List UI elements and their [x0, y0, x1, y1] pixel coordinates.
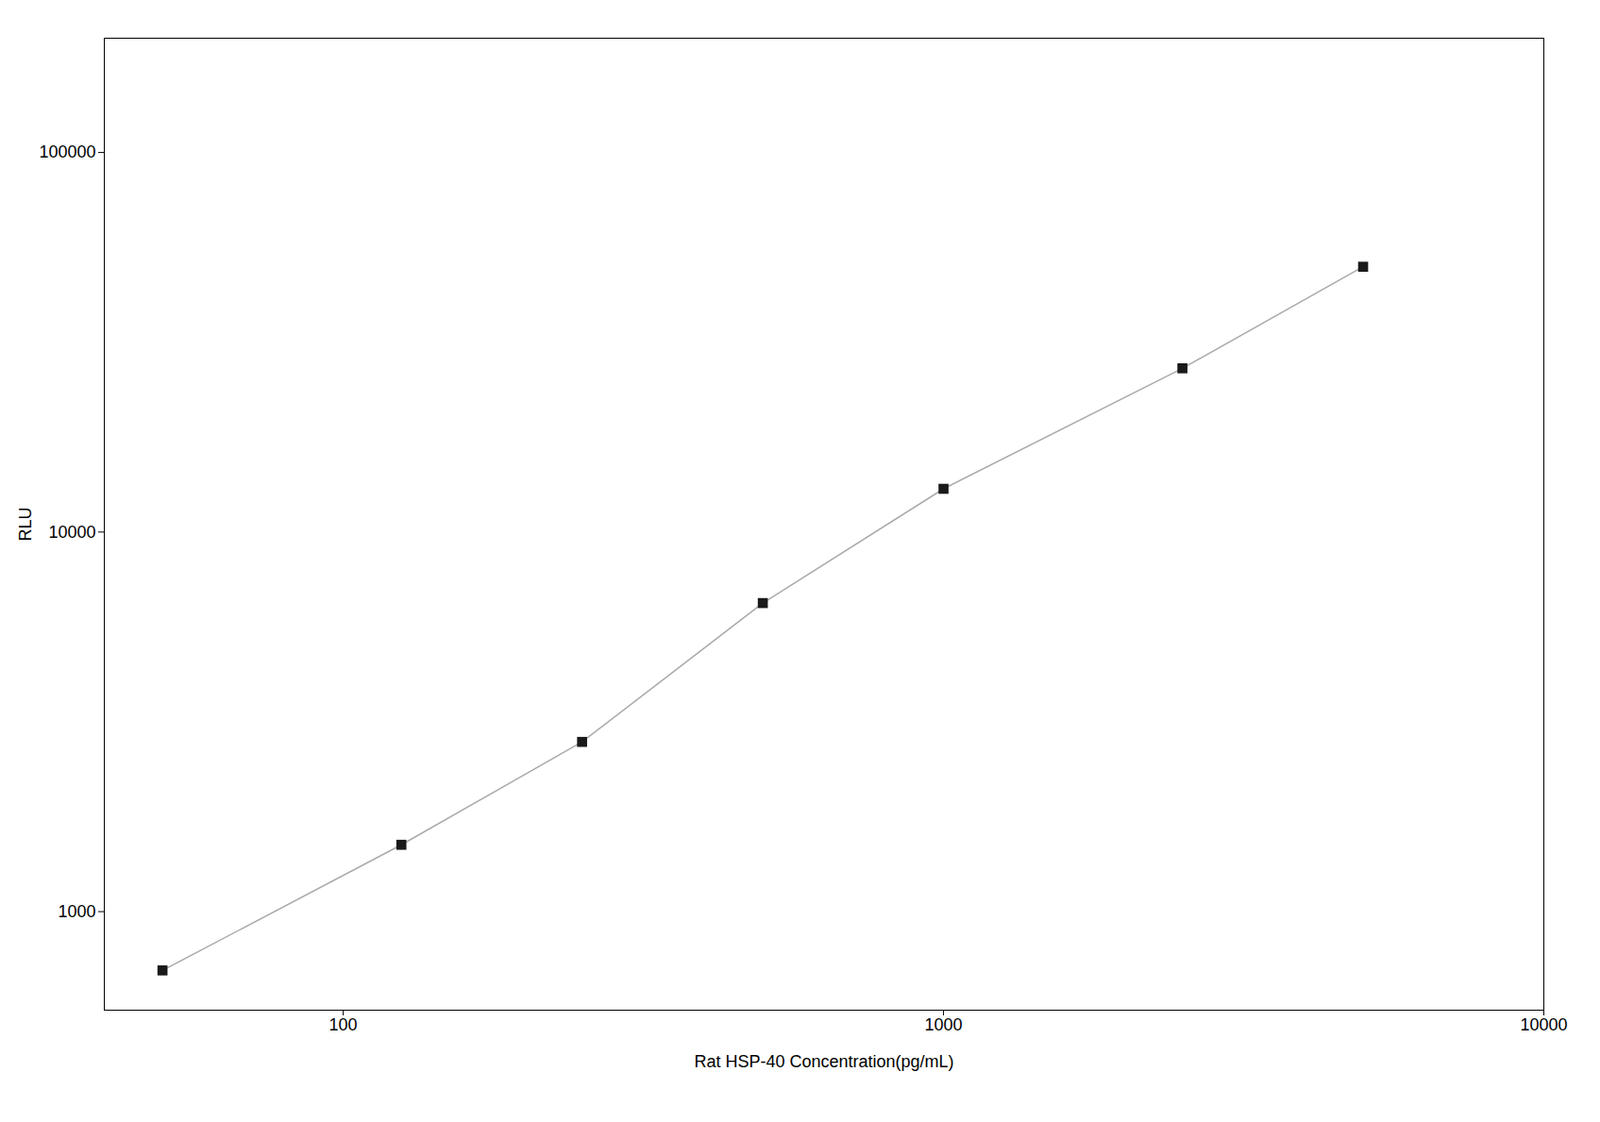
svg-text:10000: 10000 [1519, 1015, 1567, 1035]
svg-text:100: 100 [329, 1015, 358, 1035]
svg-text:100000: 100000 [38, 142, 96, 162]
svg-text:10000: 10000 [48, 522, 96, 542]
svg-text:Rat HSP-40 Concentration(pg/mL: Rat HSP-40 Concentration(pg/mL) [693, 1052, 954, 1072]
svg-text:1000: 1000 [925, 1015, 963, 1035]
svg-text:RLU: RLU [16, 506, 35, 541]
svg-text:1000: 1000 [57, 902, 96, 922]
